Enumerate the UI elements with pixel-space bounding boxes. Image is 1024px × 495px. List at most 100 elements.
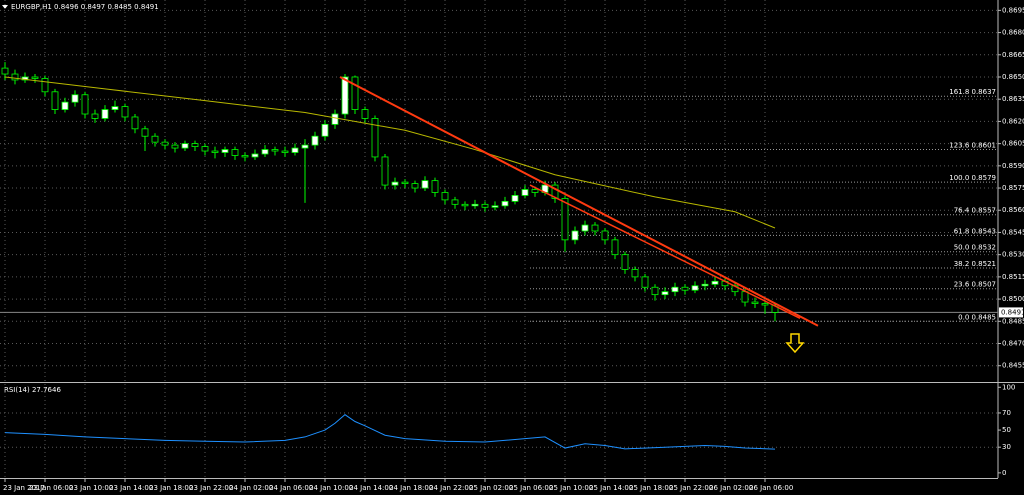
y-tick-label: 0.8695 — [1002, 6, 1024, 14]
candle-body — [491, 205, 499, 208]
candle-body — [151, 135, 159, 143]
candle-body — [451, 199, 459, 205]
candle-body — [561, 198, 569, 241]
candle-body — [681, 286, 689, 291]
down-arrow — [785, 333, 805, 354]
candle-body — [11, 73, 19, 81]
candle-body — [481, 203, 489, 208]
y-tick-label: 0.8515 — [1002, 273, 1024, 281]
candle-body — [431, 180, 439, 193]
x-tick-label: 23 Jan 14:00 — [109, 484, 153, 492]
y-tick-label: 0.8575 — [1002, 184, 1024, 192]
candle-body — [411, 183, 419, 189]
x-tick-label: 24 Jan 14:00 — [349, 484, 393, 492]
y-tick-label: 100 — [1002, 383, 1015, 391]
x-tick-label: 24 Jan 22:00 — [429, 484, 473, 492]
candle-body — [631, 269, 639, 278]
x-tick-label: 26 Jan 06:00 — [749, 484, 793, 492]
y-tick-label: 0.8455 — [1002, 362, 1024, 370]
price-label-box — [999, 307, 1023, 318]
candle-body — [91, 113, 99, 119]
x-tick-label: 25 Jan 22:00 — [669, 484, 713, 492]
candle-body — [531, 189, 539, 193]
candle-body — [201, 146, 209, 152]
x-tick-label: 23 Jan 06:00 — [29, 484, 73, 492]
candle-body — [351, 76, 359, 110]
candle-body — [51, 91, 59, 110]
fib-label: 123.6 0.8601 — [949, 142, 996, 150]
candle-body — [551, 184, 559, 199]
y-tick-label: 0.8485 — [1002, 317, 1024, 325]
fib-label: 161.8 0.8637 — [949, 88, 996, 96]
candle-body — [421, 180, 429, 189]
rsi-title: RSI(14) 27.7646 — [4, 386, 61, 394]
candle-body — [191, 143, 199, 147]
candle-body — [591, 224, 599, 232]
candle-body — [741, 291, 749, 303]
candle-body — [61, 101, 69, 110]
candle-body — [211, 150, 219, 153]
candle-body — [441, 192, 449, 201]
fib-label: 38.2 0.8521 — [954, 260, 996, 268]
price-label: 0.8491 — [1001, 308, 1024, 316]
candle-body — [121, 106, 129, 118]
candle-body — [371, 118, 379, 158]
chart-title: EURGBP,H1 0.8496 0.8497 0.8485 0.8491 — [11, 3, 159, 11]
fib-label: 23.6 0.8507 — [954, 281, 996, 289]
x-tick-label: 25 Jan 02:00 — [469, 484, 513, 492]
collapse-icon[interactable] — [2, 5, 8, 9]
y-tick-label: 0.8605 — [1002, 140, 1024, 148]
candle-body — [1, 67, 9, 75]
candle-body — [691, 285, 699, 291]
candle-body — [361, 109, 369, 119]
x-tick-label: 25 Jan 10:00 — [549, 484, 593, 492]
x-tick-label: 25 Jan 14:00 — [589, 484, 633, 492]
overlay-line — [529, 184, 801, 320]
candle-body — [661, 291, 669, 296]
candle-body — [511, 195, 519, 202]
candle-body — [461, 203, 469, 207]
x-tick-label: 24 Jan 18:00 — [389, 484, 433, 492]
y-tick-label: 0.8545 — [1002, 228, 1024, 236]
x-tick-label: 23 Jan 22:00 — [189, 484, 233, 492]
candle-body — [621, 254, 629, 270]
candle-body — [701, 283, 709, 287]
candle-body — [81, 94, 89, 115]
candle-body — [671, 286, 679, 293]
candle-body — [581, 224, 589, 232]
candle-body — [611, 239, 619, 256]
candle-body — [321, 123, 329, 137]
candle-body — [101, 109, 109, 119]
candle-body — [471, 203, 479, 207]
candle-body — [221, 149, 229, 153]
candle-body — [71, 94, 79, 103]
candle-body — [271, 149, 279, 152]
candle-body — [311, 135, 319, 146]
candle-body — [41, 78, 49, 93]
candle-body — [771, 304, 779, 313]
x-tick-label: 25 Jan 18:00 — [629, 484, 673, 492]
y-tick-label: 0.8665 — [1002, 51, 1024, 59]
x-tick-label: 25 Jan 06:00 — [509, 484, 553, 492]
candle-body — [261, 149, 269, 155]
fib-label: 76.4 0.8557 — [954, 207, 996, 215]
x-tick-label: 24 Jan 06:00 — [269, 484, 313, 492]
fib-label: 61.8 0.8543 — [954, 227, 996, 235]
x-tick-label: 24 Jan 10:00 — [309, 484, 353, 492]
candle-body — [111, 106, 119, 110]
fib-label: 0.0 0.8485 — [958, 313, 996, 321]
overlay-line — [339, 76, 819, 327]
candle-body — [131, 116, 139, 130]
candle-body — [241, 155, 249, 158]
candle-body — [501, 200, 509, 207]
fib-label: 100.0 0.8579 — [949, 174, 996, 182]
candle-body — [751, 301, 759, 304]
